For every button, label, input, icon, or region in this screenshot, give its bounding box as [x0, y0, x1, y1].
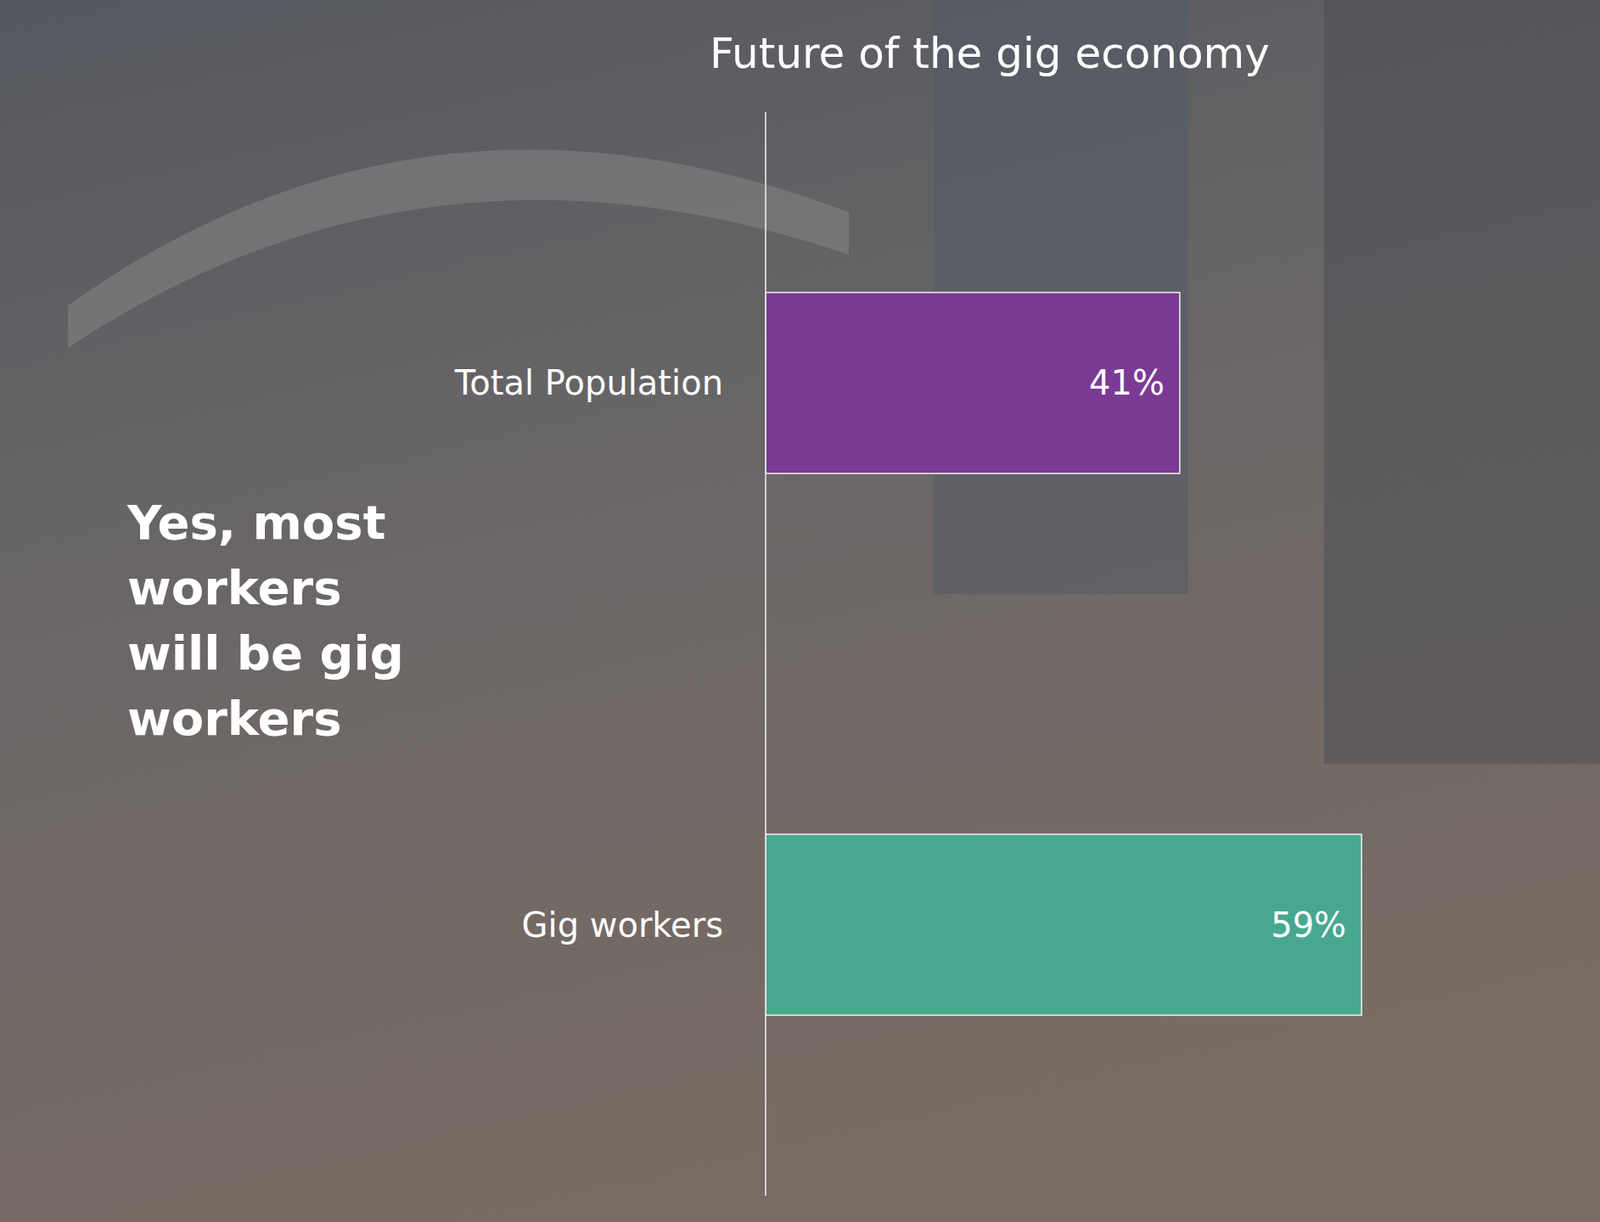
chart-svg: Future of the gig economy Total Populatio… [0, 0, 1600, 1222]
background-bridge [67, 149, 849, 349]
labels: Total Population 41% Gig workers 59% [454, 363, 1347, 945]
data-label: 59% [1270, 905, 1347, 945]
bar [765, 292, 1180, 474]
chart-title: Future of the gig economy [709, 28, 1270, 79]
category-label: Gig workers [522, 905, 724, 945]
bars [765, 292, 1362, 1017]
bar [765, 834, 1362, 1016]
annotation: Yes, most workers will be gig workers [126, 494, 405, 747]
background-building [1324, 0, 1600, 764]
category-label: Total Population [454, 363, 724, 403]
background [0, 0, 1600, 1222]
category-axis [764, 112, 767, 1196]
data-label: 41% [1089, 363, 1165, 403]
chart-root: Future of the gig economy Total Populatio… [0, 0, 1600, 1222]
annotation-line: workers [127, 690, 343, 747]
annotation-line: will be gig [127, 625, 405, 681]
annotation-line: workers [127, 560, 343, 616]
annotation-line: Yes, most [126, 494, 386, 551]
